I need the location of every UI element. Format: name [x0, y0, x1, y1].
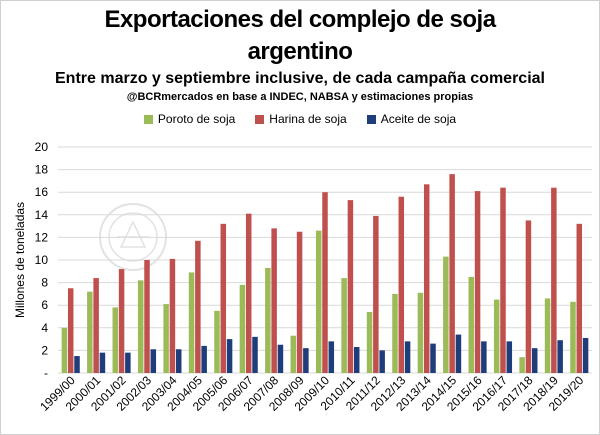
legend-item-aceite: Aceite de soja	[366, 112, 457, 126]
bar-aceite-2003-04	[175, 349, 182, 373]
bar-aceite-2013-14	[430, 343, 436, 373]
bar-aceite-2008-09	[303, 348, 309, 373]
bar-aceite-2002-03	[150, 349, 157, 373]
bar-poroto-2004-05	[188, 272, 195, 373]
y-tick-label: 8	[41, 276, 48, 290]
bar-harina-2018-19	[551, 187, 557, 373]
bar-harina-2000-01	[93, 278, 99, 373]
y-tick-label: 18	[35, 163, 49, 177]
bar-harina-2008-09	[296, 231, 303, 373]
bar-poroto-2009-10	[315, 230, 322, 373]
bar-harina-2007-08	[271, 228, 277, 373]
bar-aceite-2004-05	[201, 345, 207, 373]
legend: Poroto de soja Harina de soja Aceite de …	[0, 112, 600, 126]
bar-aceite-2019-20	[582, 337, 589, 373]
bar-aceite-2000-01	[99, 352, 106, 373]
bar-poroto-1999-00	[61, 327, 68, 373]
bar-poroto-2007-08	[265, 267, 271, 373]
bar-poroto-2011-12	[366, 311, 373, 373]
bar-aceite-2001-02	[125, 352, 131, 373]
y-axis-label: Millones de toneladas	[13, 202, 27, 318]
legend-label-aceite: Aceite de soja	[380, 112, 457, 126]
bar-aceite-2006-07	[252, 336, 258, 373]
chart-title-line-2: argentino	[247, 38, 353, 65]
bar-harina-2013-14	[423, 184, 430, 373]
legend-swatch-harina	[255, 114, 265, 124]
bar-aceite-2016-17	[506, 341, 513, 373]
legend-label-harina: Harina de soja	[269, 112, 347, 126]
bar-poroto-2013-14	[417, 292, 424, 373]
bar-harina-2010-11	[347, 200, 354, 373]
bar-harina-1999-00	[67, 288, 74, 373]
bar-harina-2014-15	[449, 174, 455, 373]
bar-poroto-2016-17	[493, 299, 500, 373]
legend-label-poroto: Poroto de soja	[157, 112, 236, 126]
bar-harina-2003-04	[169, 258, 176, 373]
bar-harina-2005-06	[220, 223, 227, 373]
bar-harina-2015-16	[474, 191, 481, 373]
y-tick-label: 6	[41, 298, 48, 312]
bar-poroto-2012-13	[392, 293, 398, 373]
bar-aceite-2011-12	[379, 350, 385, 373]
bar-aceite-2017-18	[531, 348, 538, 373]
bar-aceite-2007-08	[277, 344, 284, 373]
legend-item-poroto: Poroto de soja	[143, 112, 236, 126]
bar-poroto-2005-06	[214, 310, 220, 373]
bar-poroto-2014-15	[443, 256, 449, 373]
bar-aceite-1999-00	[74, 356, 80, 373]
y-tick-label: 14	[35, 208, 49, 222]
bar-harina-2019-20	[576, 223, 583, 373]
bar-poroto-2018-19	[544, 298, 551, 373]
legend-item-harina: Harina de soja	[255, 112, 347, 126]
bar-harina-2009-10	[322, 192, 328, 373]
legend-swatch-aceite	[366, 114, 376, 124]
bar-aceite-2014-15	[455, 334, 462, 373]
bar-poroto-2001-02	[112, 307, 119, 373]
y-tick-label: -	[44, 366, 48, 380]
bar-harina-2012-13	[398, 196, 405, 373]
bar-poroto-2008-09	[290, 335, 297, 373]
bar-harina-2017-18	[525, 220, 532, 373]
bar-aceite-2015-16	[481, 341, 487, 373]
bar-poroto-2006-07	[239, 284, 246, 373]
y-tick-label: 16	[35, 185, 49, 199]
bar-aceite-2010-11	[353, 347, 360, 373]
bar-harina-2004-05	[195, 240, 201, 373]
y-tick-label: 2	[41, 343, 48, 357]
bar-poroto-2000-01	[87, 291, 93, 373]
bar-harina-2011-12	[373, 215, 379, 373]
bar-poroto-2019-20	[570, 301, 576, 373]
bar-poroto-2003-04	[163, 304, 169, 373]
bar-aceite-2012-13	[404, 341, 411, 373]
bar-poroto-2002-03	[137, 280, 144, 373]
y-tick-label: 20	[35, 140, 49, 154]
chart-source: @BCRmercados en base a INDEC, NABSA y es…	[126, 91, 474, 103]
legend-swatch-poroto	[143, 114, 153, 124]
y-tick-label: 12	[35, 230, 49, 244]
bar-poroto-2010-11	[341, 278, 347, 373]
bar-aceite-2018-19	[557, 340, 563, 373]
chart-title-line-1: Exportaciones del complejo de soja	[104, 6, 496, 33]
bar-harina-2002-03	[144, 260, 150, 373]
bar-harina-2016-17	[500, 187, 506, 373]
y-tick-label: 10	[35, 253, 49, 267]
y-tick-label: 4	[41, 321, 48, 335]
bar-harina-2006-07	[245, 213, 252, 373]
bar-harina-2001-02	[118, 269, 125, 373]
bar-aceite-2009-10	[328, 341, 335, 373]
bar-poroto-2017-18	[519, 357, 525, 373]
bar-aceite-2005-06	[226, 339, 233, 373]
bar-poroto-2015-16	[468, 276, 475, 373]
chart-subtitle: Entre marzo y septiembre inclusive, de c…	[55, 70, 545, 87]
